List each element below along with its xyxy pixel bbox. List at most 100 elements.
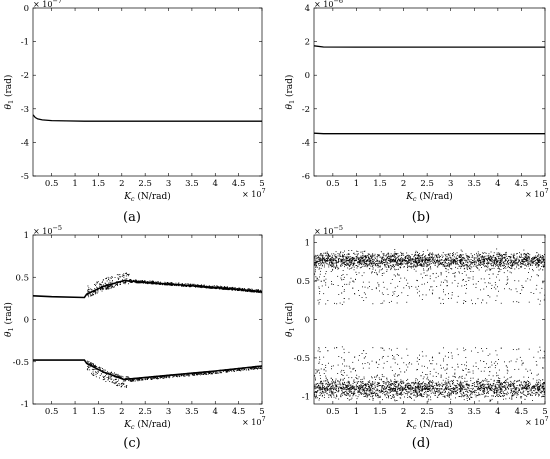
scatter-point bbox=[461, 260, 463, 261]
scatter-point bbox=[210, 371, 212, 372]
scatter-point bbox=[370, 262, 372, 263]
scatter-point bbox=[364, 265, 366, 267]
scatter-point bbox=[343, 255, 345, 257]
scatter-point bbox=[89, 291, 90, 293]
scatter-point bbox=[535, 255, 537, 257]
scatter-point bbox=[425, 258, 427, 260]
scatter-point bbox=[499, 254, 501, 256]
scatter-point bbox=[409, 391, 411, 393]
scatter-point bbox=[536, 252, 538, 254]
scatter-point bbox=[523, 260, 525, 262]
scatter-point bbox=[363, 260, 364, 262]
scatter-point bbox=[469, 256, 471, 258]
scatter-point bbox=[232, 369, 234, 371]
scatter-point bbox=[469, 277, 471, 279]
scatter-point bbox=[503, 386, 505, 388]
scatter-point bbox=[142, 379, 144, 380]
scatter-point bbox=[134, 380, 136, 382]
scatter-point bbox=[258, 289, 259, 291]
scatter-point bbox=[433, 260, 435, 262]
scatter-point bbox=[91, 294, 93, 296]
scatter-point bbox=[537, 262, 539, 263]
scatter-point bbox=[402, 260, 404, 261]
scatter-point bbox=[342, 274, 344, 275]
scatter-point bbox=[213, 370, 215, 372]
scatter-point bbox=[457, 258, 458, 259]
scatter-point bbox=[478, 262, 480, 264]
scatter-point bbox=[519, 384, 521, 385]
scatter-point bbox=[103, 378, 105, 380]
scatter-point bbox=[240, 290, 242, 292]
scatter-point bbox=[374, 258, 376, 259]
x-tick-label: 0.5 bbox=[45, 179, 59, 189]
scatter-point bbox=[528, 259, 530, 261]
scatter-point bbox=[461, 254, 463, 256]
scatter-point bbox=[415, 260, 417, 261]
scatter-point bbox=[436, 384, 438, 386]
scatter-point bbox=[374, 253, 376, 255]
scatter-point bbox=[416, 258, 418, 259]
scatter-point bbox=[88, 296, 90, 298]
scatter-point bbox=[533, 293, 535, 294]
scatter-point bbox=[87, 365, 89, 367]
scatter-point bbox=[230, 369, 232, 371]
scatter-point bbox=[392, 291, 394, 293]
scatter-point bbox=[195, 373, 196, 374]
scatter-point bbox=[521, 286, 523, 288]
scatter-point bbox=[333, 257, 335, 259]
scatter-point bbox=[375, 265, 377, 267]
scatter-point bbox=[359, 258, 361, 260]
scatter-point bbox=[227, 370, 229, 372]
scatter-point bbox=[97, 291, 99, 293]
scatter-point bbox=[239, 288, 241, 290]
scatter-point bbox=[162, 283, 164, 285]
scatter-point bbox=[507, 270, 509, 272]
x-multiplier: × 107 bbox=[525, 187, 549, 199]
scatter-point bbox=[190, 284, 191, 286]
scatter-point bbox=[476, 254, 478, 256]
scatter-point bbox=[322, 257, 323, 259]
scatter-point bbox=[447, 269, 449, 271]
scatter-point bbox=[248, 369, 250, 371]
scatter-point bbox=[539, 292, 541, 294]
scatter-point bbox=[222, 369, 224, 371]
scatter-point bbox=[434, 262, 436, 263]
scatter-point bbox=[378, 254, 380, 256]
scatter-point bbox=[93, 291, 94, 293]
scatter-point bbox=[95, 292, 97, 294]
scatter-point bbox=[243, 367, 245, 369]
scatter-point bbox=[350, 263, 352, 265]
scatter-point bbox=[524, 264, 526, 266]
scatter-point bbox=[211, 287, 212, 289]
scatter-point bbox=[120, 377, 122, 379]
scatter-point bbox=[387, 294, 389, 295]
scatter-point bbox=[436, 384, 438, 386]
scatter-point bbox=[523, 287, 524, 288]
scatter-point bbox=[475, 260, 477, 262]
scatter-point bbox=[355, 279, 356, 280]
scatter-point bbox=[124, 283, 126, 285]
scatter-point bbox=[398, 258, 400, 260]
scatter-point bbox=[397, 260, 399, 262]
scatter-point bbox=[506, 264, 508, 266]
scatter-point bbox=[253, 367, 255, 369]
scatter-point bbox=[259, 290, 261, 292]
scatter-point bbox=[446, 280, 448, 282]
scatter-point bbox=[154, 375, 155, 377]
scatter-point bbox=[356, 253, 358, 255]
scatter-point bbox=[446, 254, 448, 256]
scatter-point bbox=[349, 264, 351, 266]
scatter-point bbox=[321, 285, 323, 287]
scatter-point bbox=[460, 259, 462, 261]
scatter-point bbox=[451, 260, 453, 262]
scatter-point bbox=[142, 282, 144, 283]
scatter-point bbox=[219, 369, 221, 371]
scatter-point bbox=[191, 283, 193, 285]
scatter-point bbox=[454, 261, 456, 263]
scatter-point bbox=[343, 259, 345, 261]
scatter-point bbox=[516, 291, 518, 293]
scatter-point bbox=[133, 379, 134, 381]
scatter-point bbox=[528, 388, 530, 390]
scatter-point bbox=[454, 259, 456, 261]
x-axis-label: Kc (N/rad) bbox=[123, 419, 171, 431]
